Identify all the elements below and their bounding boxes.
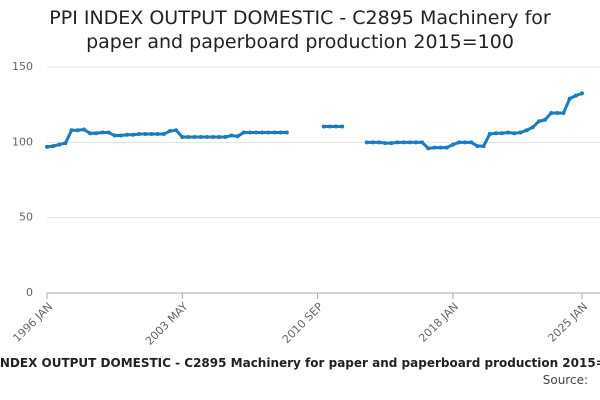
point xyxy=(174,128,179,133)
point xyxy=(266,130,271,135)
point xyxy=(198,135,203,140)
point xyxy=(254,130,259,135)
point xyxy=(395,140,400,145)
point xyxy=(180,135,185,140)
point xyxy=(401,140,406,145)
point xyxy=(272,130,277,135)
x-tick-label: 2010 SEP xyxy=(280,300,326,346)
point xyxy=(530,125,535,130)
source: Source: xyxy=(542,373,588,387)
point xyxy=(481,144,486,149)
point xyxy=(131,132,136,137)
point xyxy=(426,146,431,151)
point xyxy=(444,145,449,150)
point xyxy=(223,135,228,140)
footnote: PPI INDEX OUTPUT DOMESTIC - C2895 Machin… xyxy=(0,356,600,370)
point xyxy=(377,140,382,145)
point xyxy=(340,124,345,129)
point xyxy=(512,131,517,136)
point xyxy=(334,124,339,129)
point xyxy=(75,128,80,133)
point xyxy=(536,119,541,124)
point xyxy=(543,117,548,122)
point xyxy=(63,141,68,146)
point xyxy=(88,131,93,136)
point xyxy=(155,132,160,137)
point xyxy=(549,110,554,115)
point xyxy=(450,142,455,147)
line xyxy=(366,91,583,150)
point xyxy=(327,124,332,129)
point xyxy=(51,144,56,149)
point xyxy=(487,132,492,137)
point xyxy=(432,145,437,150)
point xyxy=(241,130,246,135)
point xyxy=(192,135,197,140)
y-tick-label: 150 xyxy=(12,60,33,73)
point xyxy=(186,135,191,140)
point xyxy=(364,140,369,145)
y-tick-label: 50 xyxy=(19,211,33,224)
point xyxy=(506,130,511,135)
point xyxy=(370,140,375,145)
point xyxy=(475,144,480,149)
y-tick-label: 100 xyxy=(12,135,33,148)
x-tick-label: 1996 JAN xyxy=(10,300,55,345)
point xyxy=(457,140,462,145)
point xyxy=(45,144,49,149)
point xyxy=(438,145,443,150)
point xyxy=(94,131,99,136)
point xyxy=(247,130,252,135)
point xyxy=(573,93,578,98)
point xyxy=(149,132,154,137)
point xyxy=(284,130,289,135)
point xyxy=(137,132,142,137)
point xyxy=(278,130,283,135)
point xyxy=(463,140,468,145)
point xyxy=(229,133,234,138)
point xyxy=(217,135,222,140)
point xyxy=(561,110,566,115)
point xyxy=(555,110,560,115)
point xyxy=(420,140,425,145)
point xyxy=(518,130,523,135)
point xyxy=(260,130,265,135)
point xyxy=(493,131,498,136)
point xyxy=(567,96,572,101)
point xyxy=(106,130,111,135)
y-tick-label: 0 xyxy=(26,286,33,299)
point xyxy=(124,132,129,137)
x-tick-label: 2003 MAY xyxy=(143,300,191,348)
x-tick-label: 2025 JAN xyxy=(545,300,590,345)
point xyxy=(500,131,505,136)
point xyxy=(524,128,529,133)
x-tick-label: 2018 JAN xyxy=(416,300,461,345)
point xyxy=(211,135,216,140)
point xyxy=(383,141,388,146)
point xyxy=(143,132,148,137)
point xyxy=(469,140,474,145)
point xyxy=(235,134,240,139)
point xyxy=(580,91,584,96)
point xyxy=(81,127,86,132)
point xyxy=(407,140,412,145)
point xyxy=(161,132,166,137)
point xyxy=(118,133,123,138)
point xyxy=(167,129,172,134)
chart-title: PPI INDEX OUTPUT DOMESTIC - C2895 Machin… xyxy=(49,7,551,53)
point xyxy=(100,130,105,135)
point xyxy=(204,135,209,140)
point xyxy=(112,133,117,138)
point xyxy=(57,142,62,147)
point xyxy=(389,141,394,146)
point xyxy=(69,128,74,133)
line xyxy=(46,127,287,149)
point xyxy=(413,140,418,145)
point xyxy=(321,124,326,129)
